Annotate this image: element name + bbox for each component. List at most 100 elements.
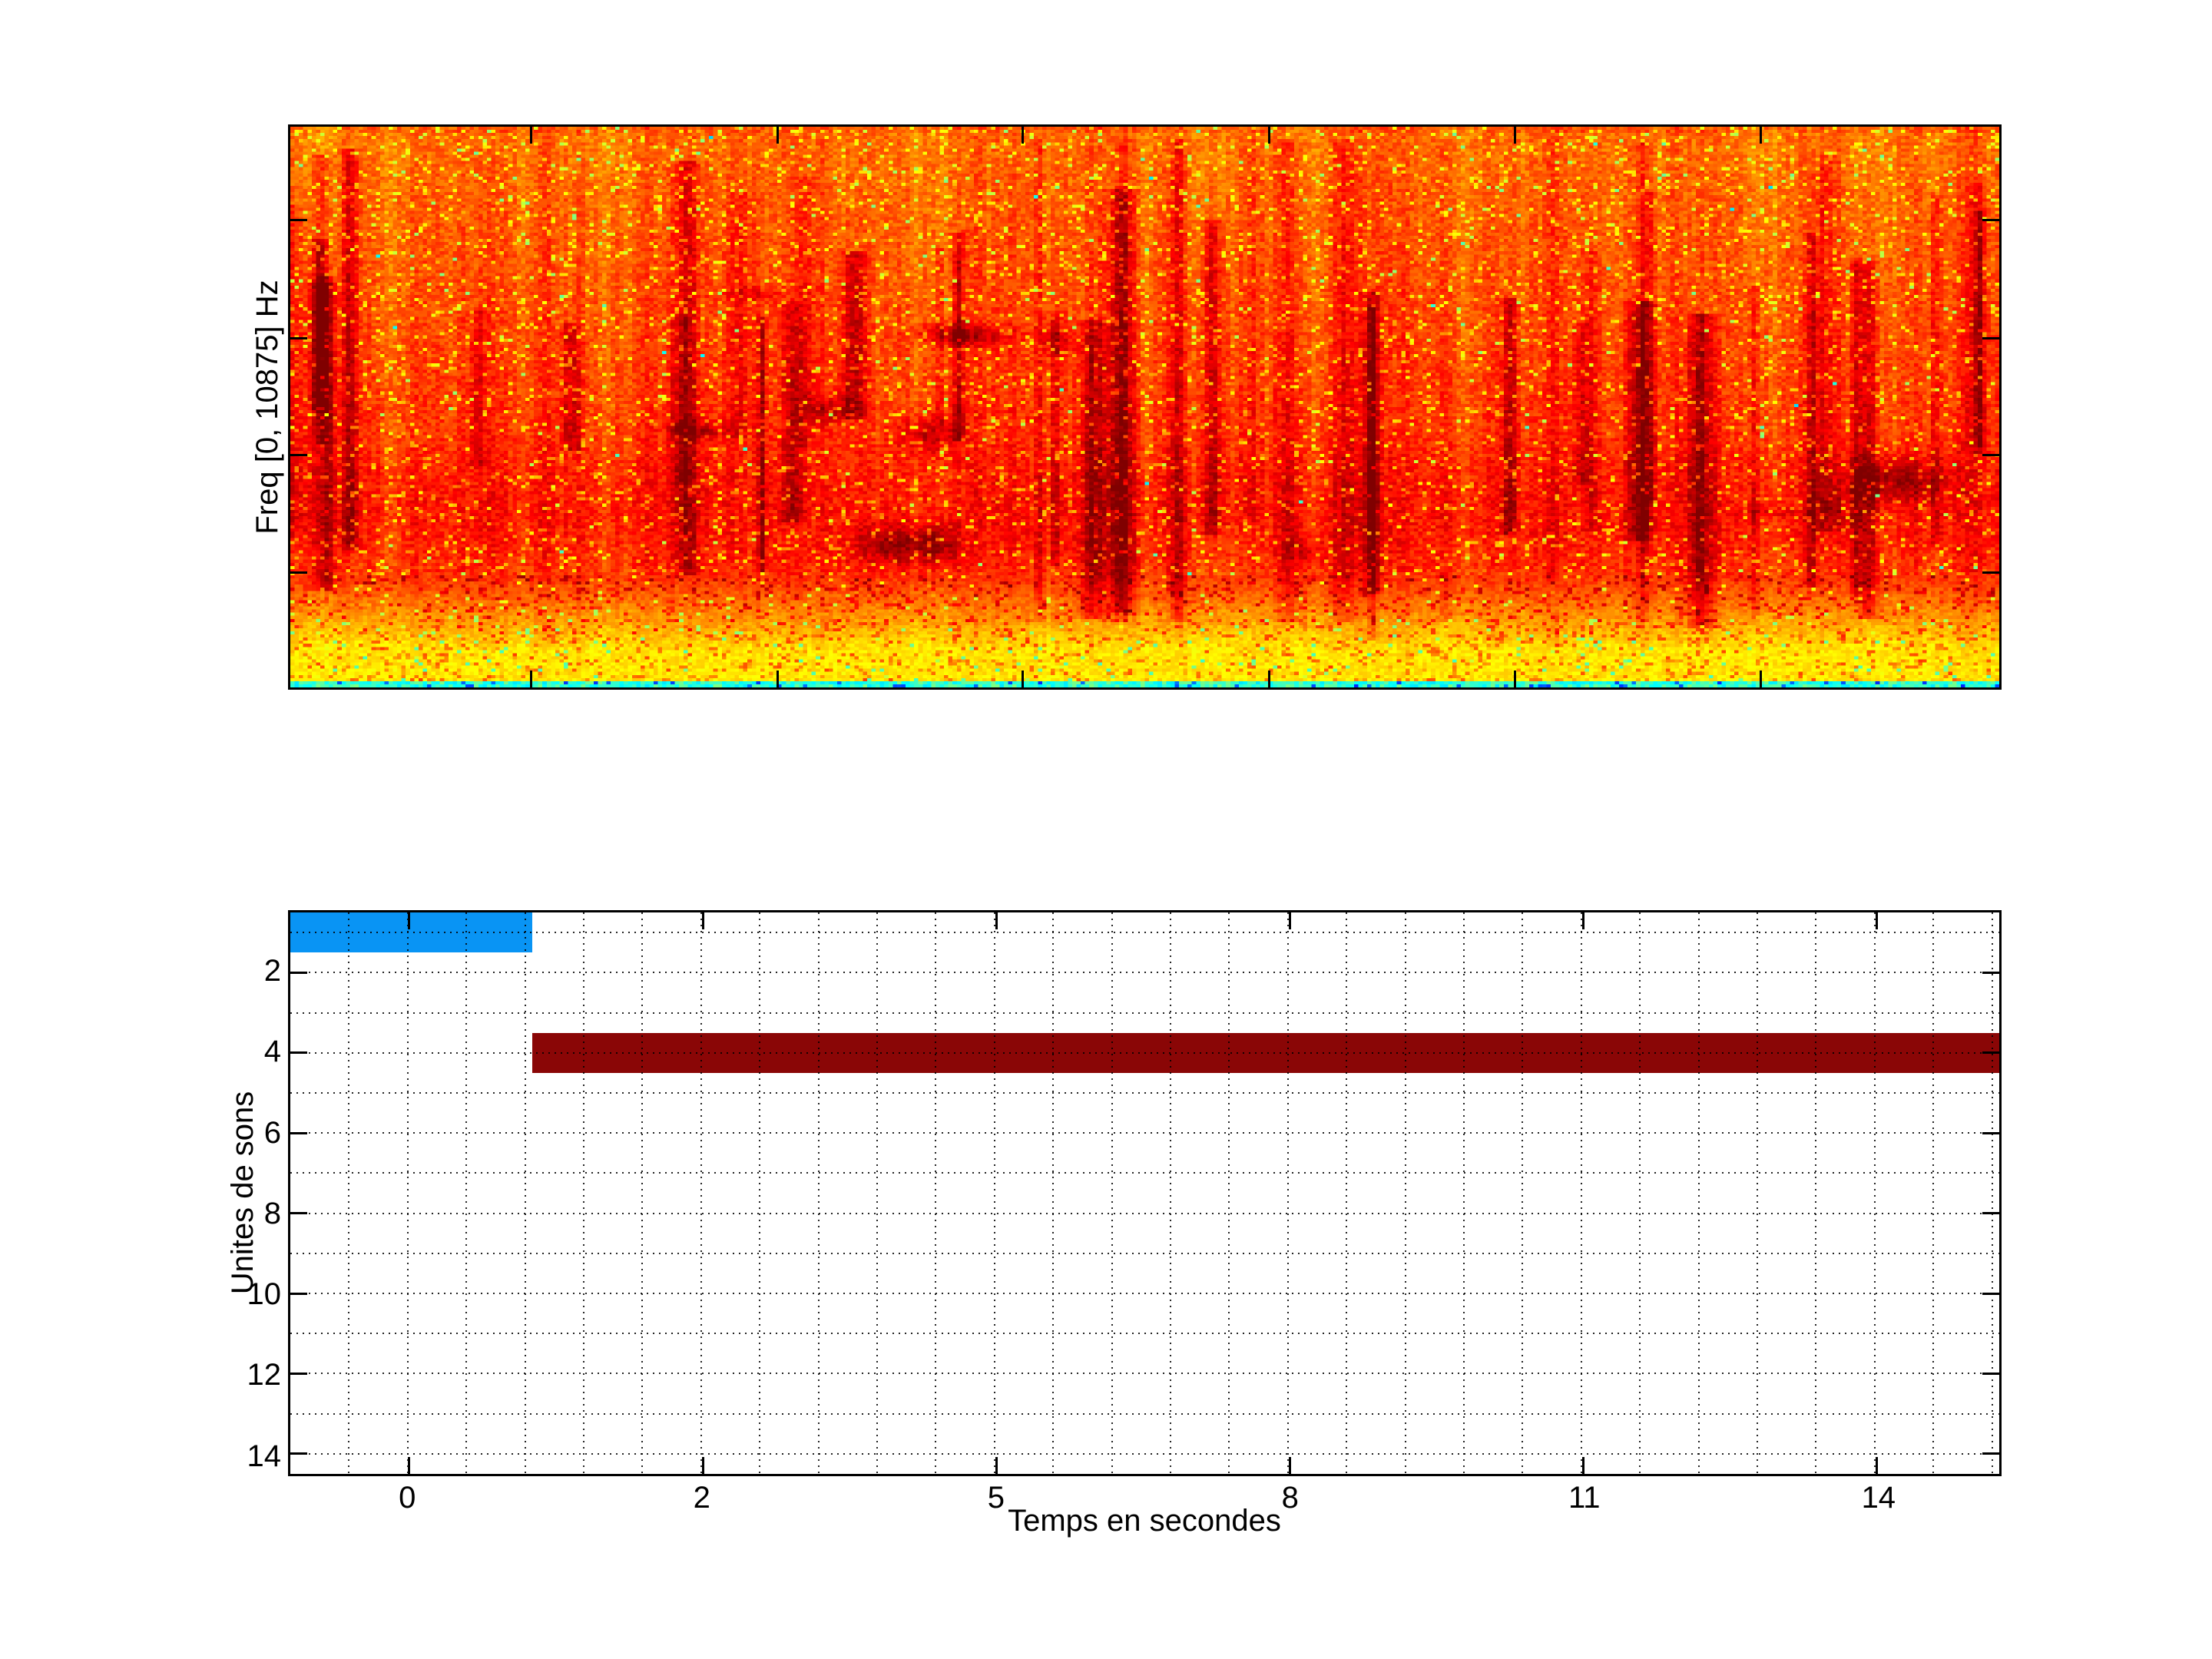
spectrogram-x-tick [1022,671,1025,687]
spectrogram-x-tick [1760,127,1763,144]
grid-vline [935,912,937,1474]
grid-hline [290,1051,1999,1054]
y-tick-label: 4 [263,1035,281,1069]
grid-vline [1286,912,1289,1474]
x-axis-tick [1875,1457,1878,1474]
spectrogram-x-tick [1514,127,1517,144]
grid-vline [465,912,468,1474]
y-axis-tick [1982,1131,1999,1134]
y-axis-tick [290,1051,307,1055]
spectrogram-x-tick [530,671,533,687]
grid-vline [1169,912,1171,1474]
x-tick-label: 2 [693,1481,710,1515]
grid-vline [524,912,526,1474]
grid-hline [290,1293,1999,1295]
bar-xlabel: Temps en secondes [1008,1504,1281,1538]
grid-vline [1815,912,1817,1474]
grid-hline [290,1132,1999,1134]
grid-hline [290,932,1999,934]
y-axis-tick [1982,1372,1999,1375]
grid-hline [290,1172,1999,1174]
spectrogram-y-tick [1982,571,1999,574]
y-axis-tick [290,1212,307,1215]
x-axis-tick [701,1457,704,1474]
x-tick-label: 5 [987,1481,1005,1515]
grid-vline [1991,912,1993,1474]
x-axis-tick [1288,912,1291,929]
bar-plot [288,910,2002,1476]
x-tick-label: 8 [1281,1481,1299,1515]
grid-vline [1697,912,1700,1474]
x-axis-tick [408,1457,411,1474]
spectrogram-x-tick [776,127,779,144]
y-tick-label: 2 [263,953,281,988]
x-axis-tick [408,912,411,929]
grid-hline [290,1212,1999,1214]
y-tick-label: 12 [247,1358,282,1392]
spectrogram-y-tick [290,571,307,574]
grid-vline [348,912,350,1474]
grid-vline [1228,912,1230,1474]
spectrogram-y-tick [1982,337,1999,340]
spectrogram-plot [288,124,2002,690]
grid-vline [817,912,820,1474]
spectrogram-x-tick [776,671,779,687]
x-axis-tick [1875,912,1878,929]
x-axis-tick [1581,912,1584,929]
y-tick-label: 6 [263,1115,281,1150]
grid-vline [993,912,995,1474]
y-axis-tick [290,1452,307,1455]
grid-vline [1873,912,1876,1474]
grid-vline [582,912,584,1474]
grid-vline [406,912,409,1474]
grid-vline [1580,912,1582,1474]
grid-vline [1462,912,1465,1474]
grid-vline [1052,912,1055,1474]
x-axis-tick [995,912,998,929]
x-tick-label: 0 [399,1481,416,1515]
grid-vline [700,912,702,1474]
grid-vline [641,912,644,1474]
y-axis-tick [290,1292,307,1295]
spectrogram-y-tick [1982,454,1999,457]
grid-hline [290,1091,1999,1094]
grid-vline [1522,912,1524,1474]
spectrogram-x-tick [1760,671,1763,687]
y-axis-tick [1982,1212,1999,1215]
grid-hline [290,1412,1999,1415]
y-tick-label: 8 [263,1196,281,1230]
x-axis-tick [701,912,704,929]
spectrogram-x-tick [1022,127,1025,144]
y-axis-tick [1982,1292,1999,1295]
grid-hline [290,1373,1999,1375]
bar-plot-area [290,912,1999,1474]
spectrogram-y-tick [1982,218,1999,221]
y-tick-label: 14 [247,1439,282,1473]
grid-hline [290,1252,1999,1254]
grid-hline [290,1012,1999,1014]
spectrogram-x-tick [1267,127,1270,144]
y-axis-tick [290,1372,307,1375]
x-axis-tick [1288,1457,1291,1474]
grid-vline [759,912,761,1474]
grid-hline [290,1333,1999,1335]
spectrogram-image [290,127,1999,687]
spectrogram-x-tick [530,127,533,144]
grid-vline [1932,912,1935,1474]
grid-vline [1111,912,1113,1474]
x-axis-tick [1581,1457,1584,1474]
spectrogram-ylabel: Freq [0, 10875] Hz [250,280,284,535]
grid-vline [1639,912,1641,1474]
y-axis-tick [1982,1452,1999,1455]
y-axis-tick [1982,971,1999,974]
y-axis-tick [290,1131,307,1134]
spectrogram-y-tick [290,337,307,340]
spectrogram-x-tick [1514,671,1517,687]
grid-hline [290,1452,1999,1455]
y-tick-label: 10 [247,1277,282,1312]
y-axis-tick [1982,1051,1999,1055]
grid-vline [1404,912,1406,1474]
spectrogram-y-tick [290,218,307,221]
x-axis-tick [995,1457,998,1474]
